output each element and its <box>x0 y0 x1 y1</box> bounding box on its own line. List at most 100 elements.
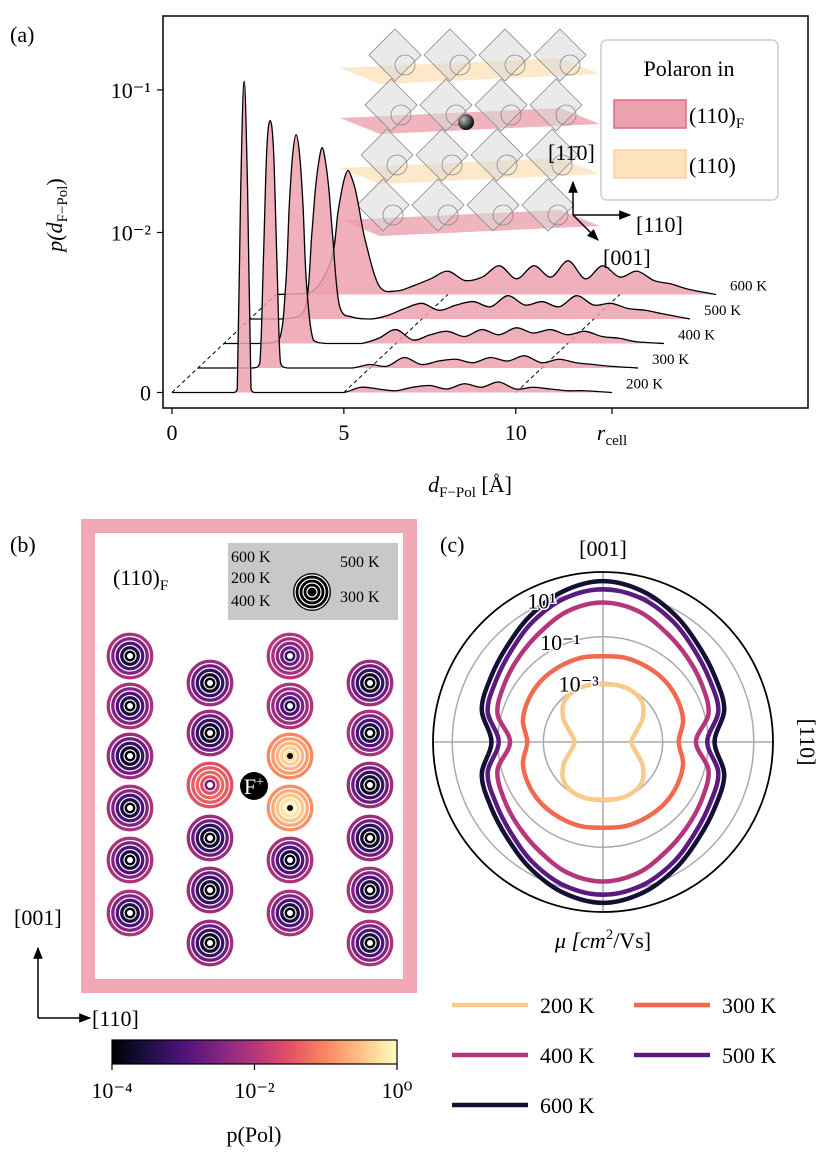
defect <box>240 772 268 800</box>
site-center <box>207 940 213 946</box>
inset-label: 600 K <box>231 549 271 566</box>
tick-label-part: r <box>597 420 606 445</box>
y-tick-label: 10⁻¹ <box>111 78 151 103</box>
panel-label: (b) <box>10 532 36 557</box>
octahedron <box>466 178 520 232</box>
atom <box>437 204 459 226</box>
x-tick-label: 5 <box>338 420 349 445</box>
legend-swatch <box>613 99 687 129</box>
inset-ring <box>294 574 330 610</box>
site-center <box>207 835 213 841</box>
site-center <box>207 782 213 788</box>
octahedron <box>415 128 469 182</box>
octahedron <box>470 128 524 182</box>
legend-label: (110)F <box>689 103 744 132</box>
octahedron <box>521 178 575 232</box>
inset-label: 200 K <box>231 570 271 587</box>
site-center <box>367 835 373 841</box>
polar-line <box>485 586 721 898</box>
direction-label: [11̄0] <box>548 140 595 165</box>
site-center <box>287 753 293 759</box>
octahedron <box>529 78 583 132</box>
site-center <box>127 653 133 659</box>
panel-c: 10⁻³ 10⁻¹ 10¹ 200 K 300 K 400 K 500 K 600 K <box>432 571 777 1118</box>
site-center <box>367 887 373 893</box>
plane <box>340 58 600 84</box>
panel-a: 0 10⁻² 10⁻¹ 0 5 10 rcell 600 K 500 K 400 K 300 K 20… <box>111 28 779 449</box>
line <box>223 134 665 345</box>
legend-swatch <box>613 149 687 179</box>
legend-label-part: F <box>736 116 744 132</box>
y-axis-label: p(dF−Pol) <box>42 178 71 253</box>
site-center <box>127 805 133 811</box>
y-tick-label: 0 <box>140 380 151 405</box>
radial-label: μ [cm2/Vs] <box>554 927 651 953</box>
site-center <box>367 782 373 788</box>
polaron <box>458 114 474 130</box>
octahedron <box>533 28 587 82</box>
legend-label-part: (110) <box>689 153 736 178</box>
octahedron <box>419 78 473 132</box>
direction-axes: [11̄0] [110] [001] <box>548 140 683 270</box>
line <box>197 119 639 369</box>
site-center <box>287 653 293 659</box>
legend-title: Polaron in <box>643 56 734 81</box>
direction-label: [001] <box>14 905 62 930</box>
inset-ring <box>298 578 326 606</box>
site-center <box>367 940 373 946</box>
colorbar-label: p(Pol) <box>227 1122 282 1147</box>
octahedron <box>364 78 418 132</box>
plane-label: (110)F <box>113 565 168 594</box>
site-center <box>367 680 373 686</box>
atom <box>492 204 514 226</box>
x-tick-label: 0 <box>166 420 177 445</box>
site-center <box>127 910 133 916</box>
direction-label: [001] <box>603 245 651 270</box>
site-center <box>287 857 293 863</box>
atom <box>382 204 404 226</box>
line <box>275 169 717 296</box>
inset-label: 300 K <box>340 589 380 606</box>
defect-label: F+ <box>244 774 264 799</box>
polar-line <box>560 682 646 802</box>
series-label: 600 K <box>730 278 767 294</box>
site-center <box>207 680 213 686</box>
site-center <box>207 887 213 893</box>
octahedron <box>474 78 528 132</box>
inset-ring <box>306 586 318 598</box>
atom <box>555 104 577 126</box>
arrow <box>572 214 599 241</box>
atom <box>394 54 416 76</box>
atom <box>559 54 581 76</box>
site-center <box>367 730 373 736</box>
direction-label: [110] <box>92 1006 139 1031</box>
atom <box>504 54 526 76</box>
panel-label: (c) <box>440 532 464 557</box>
inset-label: 400 K <box>231 593 271 610</box>
line <box>249 147 691 320</box>
atom <box>547 204 569 226</box>
area <box>275 170 717 295</box>
x-axis-label: dF−Pol [Å] <box>428 472 512 501</box>
octahedron <box>360 128 414 182</box>
octahedron <box>525 128 579 182</box>
polar-line <box>520 653 686 831</box>
legend-label: 400 K <box>540 1043 595 1068</box>
direction-label: [001] <box>579 536 627 561</box>
octahedron <box>356 178 410 232</box>
site-center <box>287 703 293 709</box>
atom <box>449 54 471 76</box>
x-tick-label: 10 <box>505 420 527 445</box>
series-label: 500 K <box>704 303 741 319</box>
line <box>171 80 613 394</box>
series-label: 400 K <box>678 327 715 343</box>
legend-label: (110) <box>689 153 736 178</box>
octahedron <box>411 178 465 232</box>
axes-frame <box>162 15 809 409</box>
site-center <box>287 910 293 916</box>
site-center <box>127 703 133 709</box>
colorbar-tick-label: 10⁻⁴ <box>91 1078 133 1103</box>
site-center <box>127 857 133 863</box>
y-tick-label: 10⁻² <box>111 220 152 245</box>
